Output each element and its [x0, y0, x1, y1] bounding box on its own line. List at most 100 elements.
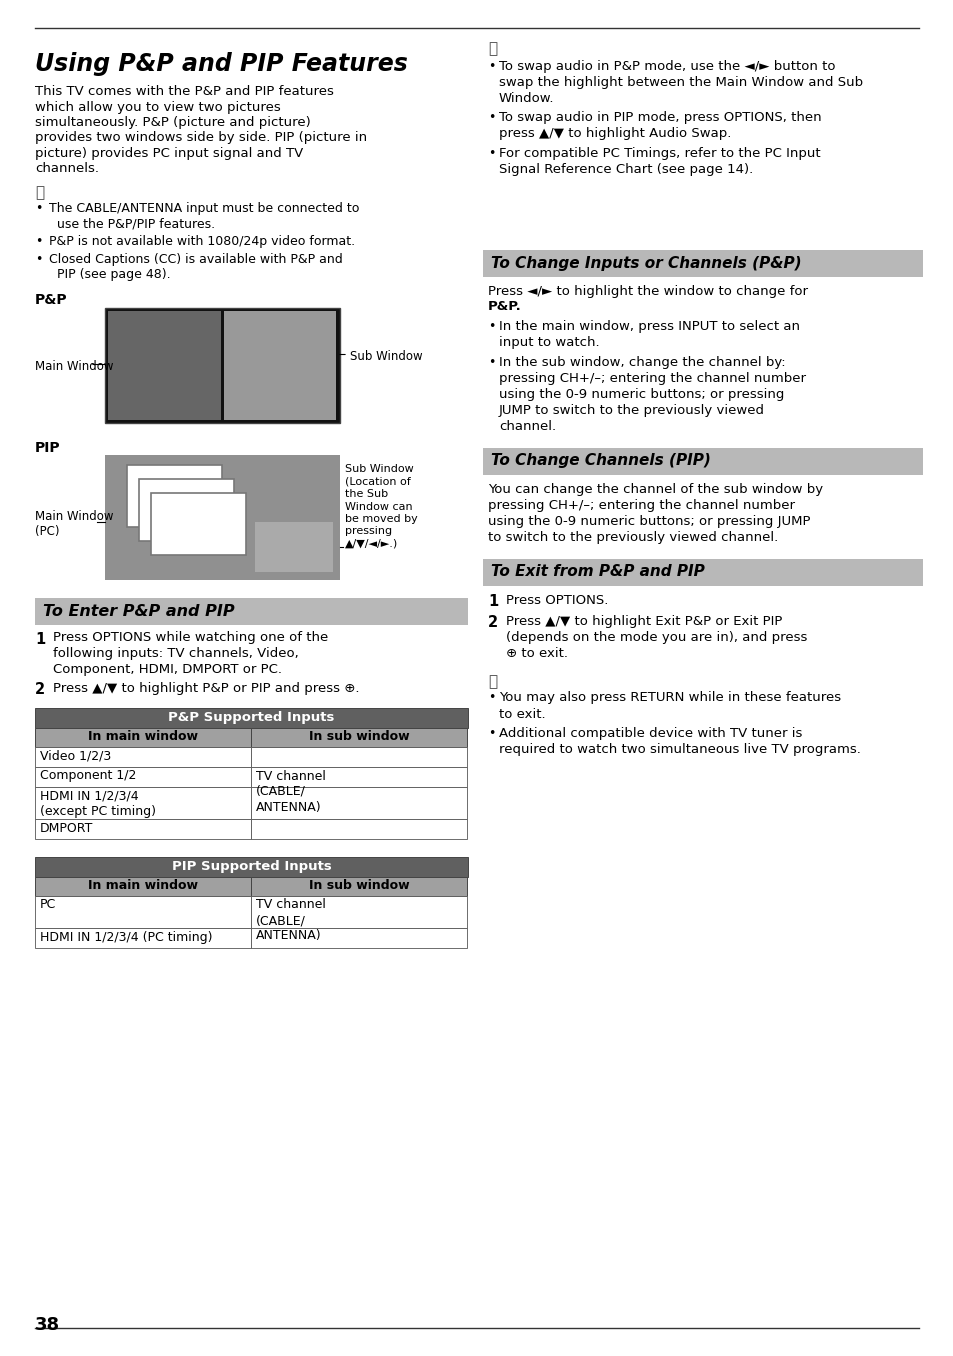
- Bar: [139, 479, 233, 541]
- Bar: [251, 766, 467, 786]
- Text: Press OPTIONS.: Press OPTIONS.: [505, 594, 608, 606]
- Text: •: •: [488, 320, 495, 334]
- Text: Press ◄/► to highlight the window to change for: Press ◄/► to highlight the window to cha…: [488, 285, 807, 298]
- Text: •: •: [488, 111, 495, 125]
- Bar: [35, 708, 468, 728]
- Text: To Exit from P&P and PIP: To Exit from P&P and PIP: [491, 564, 704, 579]
- Bar: [35, 857, 468, 876]
- Text: Sub Window
(Location of
the Sub
Window can
be moved by
pressing
▲/▼/◄/►.): Sub Window (Location of the Sub Window c…: [345, 465, 417, 549]
- Text: Press OPTIONS while watching one of the: Press OPTIONS while watching one of the: [53, 632, 328, 644]
- Bar: [35, 766, 251, 786]
- Text: PIP: PIP: [35, 441, 61, 454]
- Bar: [482, 250, 923, 277]
- Text: To swap audio in P&P mode, use the ◄/► button to
swap the highlight between the : To swap audio in P&P mode, use the ◄/► b…: [498, 60, 862, 104]
- Bar: [151, 492, 246, 555]
- Text: P&P: P&P: [35, 293, 68, 308]
- Text: 2: 2: [488, 616, 497, 631]
- Text: •: •: [488, 692, 495, 705]
- Bar: [251, 747, 467, 766]
- Text: DMPORT: DMPORT: [40, 822, 93, 834]
- Text: •: •: [35, 252, 42, 266]
- Text: following inputs: TV channels, Video,: following inputs: TV channels, Video,: [53, 647, 298, 660]
- Text: picture) provides PC input signal and TV: picture) provides PC input signal and TV: [35, 146, 303, 160]
- Text: HDMI IN 1/2/3/4 (PC timing): HDMI IN 1/2/3/4 (PC timing): [40, 930, 213, 944]
- Text: In the main window, press INPUT to select an
input to watch.: In the main window, press INPUT to selec…: [498, 320, 800, 348]
- Text: PC: PC: [40, 899, 56, 911]
- Text: •: •: [35, 202, 42, 216]
- Text: In main window: In main window: [88, 879, 198, 892]
- Text: PIP (see page 48).: PIP (see page 48).: [49, 268, 171, 281]
- Text: simultaneously. P&P (picture and picture): simultaneously. P&P (picture and picture…: [35, 117, 311, 129]
- Bar: [35, 598, 468, 625]
- Text: 2: 2: [35, 682, 45, 697]
- Bar: [108, 311, 221, 419]
- Bar: [251, 819, 467, 838]
- Text: Video 1/2/3: Video 1/2/3: [40, 750, 112, 762]
- Text: This TV comes with the P&P and PIP features: This TV comes with the P&P and PIP featu…: [35, 85, 334, 98]
- Text: •: •: [488, 728, 495, 740]
- Text: channels.: channels.: [35, 163, 99, 175]
- Text: TV channel
(CABLE/
ANTENNA): TV channel (CABLE/ ANTENNA): [255, 769, 326, 814]
- Text: PIP Supported Inputs: PIP Supported Inputs: [172, 860, 331, 873]
- Text: •: •: [35, 235, 42, 248]
- Text: Press ▲/▼ to highlight Exit P&P or Exit PIP
(depends on the mode you are in), an: Press ▲/▼ to highlight Exit P&P or Exit …: [505, 616, 806, 660]
- Text: Sub Window: Sub Window: [350, 350, 422, 362]
- Bar: [482, 559, 923, 586]
- Bar: [127, 465, 222, 526]
- Text: You can change the channel of the sub window by
pressing CH+/–; entering the cha: You can change the channel of the sub wi…: [488, 483, 822, 544]
- Text: Additional compatible device with TV tuner is
required to watch two simultaneous: Additional compatible device with TV tun…: [498, 728, 860, 757]
- Bar: [35, 928, 251, 948]
- Bar: [35, 819, 251, 838]
- Bar: [35, 786, 251, 819]
- Text: To Change Channels (PIP): To Change Channels (PIP): [491, 453, 710, 469]
- Text: In sub window: In sub window: [309, 879, 409, 892]
- Text: Press ▲/▼ to highlight P&P or PIP and press ⊕.: Press ▲/▼ to highlight P&P or PIP and pr…: [53, 682, 359, 696]
- Text: Component, HDMI, DMPORT or PC.: Component, HDMI, DMPORT or PC.: [53, 663, 282, 675]
- Text: For compatible PC Timings, refer to the PC Input
Signal Reference Chart (see pag: For compatible PC Timings, refer to the …: [498, 148, 820, 176]
- Text: Component 1/2: Component 1/2: [40, 769, 136, 782]
- Text: ✎: ✎: [488, 675, 497, 689]
- Text: 38: 38: [35, 1317, 60, 1334]
- Text: •: •: [488, 60, 495, 73]
- Bar: [35, 895, 251, 928]
- Text: TV channel
(CABLE/
ANTENNA): TV channel (CABLE/ ANTENNA): [255, 899, 326, 942]
- Bar: [35, 728, 251, 747]
- Bar: [35, 876, 251, 895]
- Text: •: •: [488, 148, 495, 160]
- Bar: [482, 447, 923, 475]
- Text: In the sub window, change the channel by:
pressing CH+/–; entering the channel n: In the sub window, change the channel by…: [498, 357, 805, 433]
- Text: Main Window
(PC): Main Window (PC): [35, 510, 113, 538]
- Bar: [224, 311, 335, 419]
- Text: P&P.: P&P.: [488, 301, 521, 313]
- Bar: [251, 728, 467, 747]
- Text: use the P&P/PIP features.: use the P&P/PIP features.: [49, 217, 214, 231]
- Text: To Change Inputs or Channels (P&P): To Change Inputs or Channels (P&P): [491, 256, 801, 271]
- Text: 1: 1: [35, 632, 45, 647]
- Text: Closed Captions (CC) is available with P&P and: Closed Captions (CC) is available with P…: [49, 252, 342, 266]
- Text: To Enter P&P and PIP: To Enter P&P and PIP: [43, 603, 234, 618]
- Bar: [35, 747, 251, 766]
- Bar: [105, 308, 339, 423]
- Text: provides two windows side by side. PIP (picture in: provides two windows side by side. PIP (…: [35, 132, 367, 145]
- Text: which allow you to view two pictures: which allow you to view two pictures: [35, 100, 280, 114]
- Text: In main window: In main window: [88, 730, 198, 743]
- Text: P&P is not available with 1080/24p video format.: P&P is not available with 1080/24p video…: [49, 235, 355, 248]
- Text: In sub window: In sub window: [309, 730, 409, 743]
- Bar: [251, 928, 467, 948]
- Text: •: •: [488, 357, 495, 369]
- Text: ✎: ✎: [488, 42, 497, 56]
- Text: 1: 1: [488, 594, 497, 609]
- Bar: [251, 786, 467, 819]
- Bar: [251, 895, 467, 928]
- Text: You may also press RETURN while in these features
to exit.: You may also press RETURN while in these…: [498, 692, 841, 720]
- Bar: [251, 876, 467, 895]
- Text: The CABLE/ANTENNA input must be connected to: The CABLE/ANTENNA input must be connecte…: [49, 202, 359, 216]
- Text: To swap audio in PIP mode, press OPTIONS, then
press ▲/▼ to highlight Audio Swap: To swap audio in PIP mode, press OPTIONS…: [498, 111, 821, 141]
- Bar: [254, 522, 333, 571]
- Text: Using P&P and PIP Features: Using P&P and PIP Features: [35, 52, 408, 76]
- Text: Main Window: Main Window: [35, 359, 113, 373]
- Text: HDMI IN 1/2/3/4
(except PC timing): HDMI IN 1/2/3/4 (except PC timing): [40, 789, 156, 818]
- Text: P&P Supported Inputs: P&P Supported Inputs: [168, 711, 335, 724]
- Bar: [105, 454, 339, 579]
- Text: ✎: ✎: [35, 186, 44, 199]
